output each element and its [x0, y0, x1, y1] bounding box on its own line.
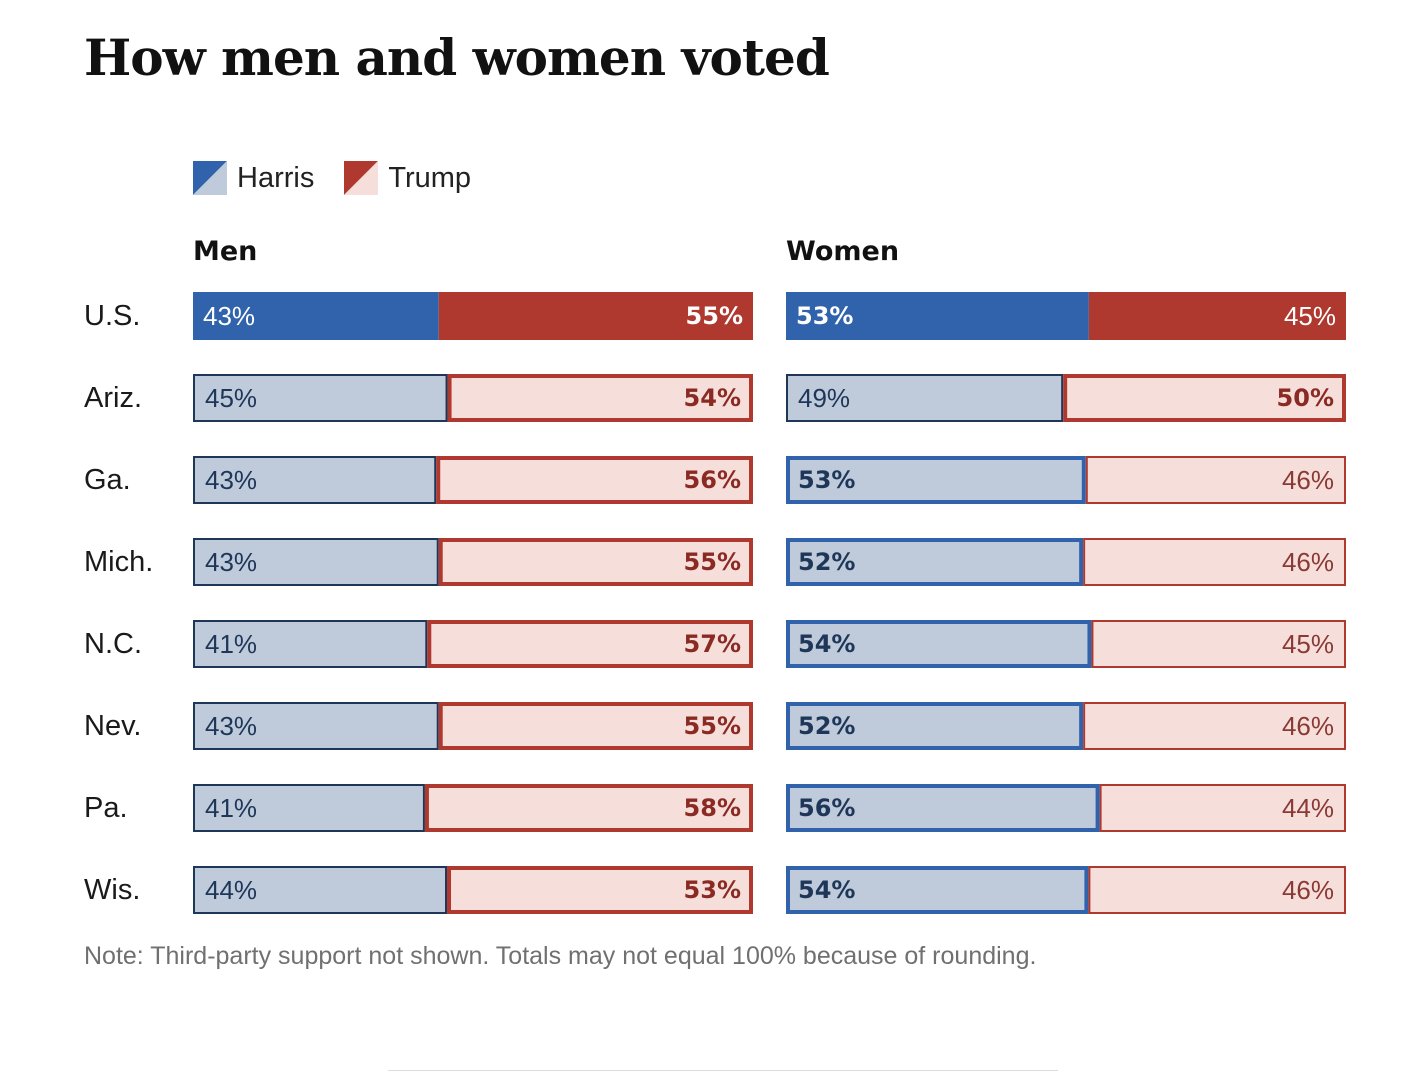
men-ga-harris-label: 43%: [205, 465, 257, 495]
harris-swatch-icon: [193, 161, 227, 195]
men-pa-trump-bar: [424, 784, 753, 832]
chart-title: How men and women voted: [84, 28, 830, 87]
men-ga-harris-bar: [193, 456, 437, 504]
women-nc-trump-label: 45%: [1282, 629, 1334, 659]
men-nc-trump-label: 57%: [684, 630, 741, 658]
row-label-nc: N.C.: [84, 628, 142, 660]
trump-swatch-icon: [344, 161, 379, 195]
women-nev-trump-bar: [1083, 702, 1346, 750]
legend-item-trump: Trump: [344, 161, 471, 195]
bar-chart: 43% 55% 45% 54% 43% 56% 43% 55% 41% 57% 43% 55% 41% 5…: [193, 292, 1347, 914]
women-us-harris-bar: [786, 292, 1089, 340]
men-wis-harris-label: 44%: [205, 875, 257, 905]
men-us-harris-bar: [193, 292, 439, 340]
women-ga-trump-label: 46%: [1282, 465, 1334, 495]
men-ga-trump-label: 56%: [684, 466, 741, 494]
men-pa-trump-label: 58%: [684, 794, 741, 822]
women-nc-trump-bar: [1091, 620, 1347, 668]
row-label-ariz: Ariz.: [84, 382, 142, 414]
men-us-harris-label: 43%: [203, 301, 255, 331]
men-mich-harris-bar: [193, 538, 439, 586]
men-nev-trump-bar: [438, 702, 753, 750]
men-us-trump-label: 55%: [686, 302, 743, 330]
men-mich-harris-label: 43%: [205, 547, 257, 577]
men-wis-harris-bar: [193, 866, 448, 914]
women-ariz-harris-label: 49%: [798, 383, 850, 413]
women-us-trump-bar: [1088, 292, 1346, 340]
women-mich-trump-label: 46%: [1282, 547, 1334, 577]
women-ga-trump-bar: [1085, 456, 1346, 504]
men-wis-trump-label: 53%: [684, 876, 741, 904]
men-ariz-harris-label: 45%: [205, 383, 257, 413]
legend-label-trump: Trump: [388, 161, 472, 194]
women-nc-harris-label: 54%: [798, 630, 855, 658]
men-ga-trump-bar: [436, 456, 753, 504]
women-wis-trump-bar: [1088, 866, 1347, 914]
row-label-wis: Wis.: [84, 874, 141, 906]
men-ariz-trump-bar: [447, 374, 753, 422]
women-nev-harris-bar: [786, 702, 1084, 750]
men-pa-harris-bar: [193, 784, 425, 832]
women-wis-trump-label: 46%: [1282, 875, 1334, 905]
women-pa-trump-label: 44%: [1282, 793, 1334, 823]
women-nev-harris-label: 52%: [798, 712, 855, 740]
chart-note: Note: Third-party support not shown. Tot…: [84, 942, 1037, 970]
women-nc-harris-bar: [786, 620, 1092, 668]
men-ariz-harris-bar: [193, 374, 448, 422]
men-nc-harris-bar: [193, 620, 428, 668]
women-pa-harris-bar: [786, 784, 1100, 832]
men-us-trump-bar: [438, 292, 753, 340]
women-mich-trump-bar: [1083, 538, 1346, 586]
men-nev-harris-label: 43%: [205, 711, 257, 741]
divider: [388, 1070, 1058, 1071]
men-pa-harris-label: 41%: [205, 793, 257, 823]
row-label-ga: Ga.: [84, 464, 131, 496]
women-mich-harris-label: 52%: [798, 548, 855, 576]
women-ga-harris-bar: [786, 456, 1086, 504]
legend: Harris Trump: [193, 161, 501, 195]
men-wis-trump-bar: [447, 866, 753, 914]
men-nev-trump-label: 55%: [684, 712, 741, 740]
panel-title-men: Men: [193, 236, 258, 267]
women-wis-harris-bar: [786, 866, 1089, 914]
men-ariz-trump-label: 54%: [684, 384, 741, 412]
women-nev-trump-label: 46%: [1282, 711, 1334, 741]
legend-label-harris: Harris: [237, 161, 315, 194]
legend-item-harris: Harris: [193, 161, 314, 195]
women-mich-harris-bar: [786, 538, 1084, 586]
women-wis-harris-label: 54%: [798, 876, 855, 904]
women-ariz-harris-bar: [786, 374, 1064, 422]
women-us-harris-label: 53%: [796, 302, 853, 330]
men-nev-harris-bar: [193, 702, 439, 750]
women-ga-harris-label: 53%: [798, 466, 855, 494]
row-label-nev: Nev.: [84, 710, 142, 742]
row-label-pa: Pa.: [84, 792, 128, 824]
women-us-trump-label: 45%: [1284, 301, 1336, 331]
men-mich-trump-bar: [438, 538, 753, 586]
row-label-mich: Mich.: [84, 546, 154, 578]
women-ariz-trump-label: 50%: [1277, 384, 1334, 412]
women-pa-trump-bar: [1099, 784, 1346, 832]
women-pa-harris-label: 56%: [798, 794, 855, 822]
men-nc-harris-label: 41%: [205, 629, 257, 659]
panel-title-women: Women: [786, 236, 900, 267]
row-label-us: U.S.: [84, 300, 141, 332]
men-nc-trump-bar: [427, 620, 753, 668]
women-ariz-trump-bar: [1063, 374, 1347, 422]
men-mich-trump-label: 55%: [684, 548, 741, 576]
